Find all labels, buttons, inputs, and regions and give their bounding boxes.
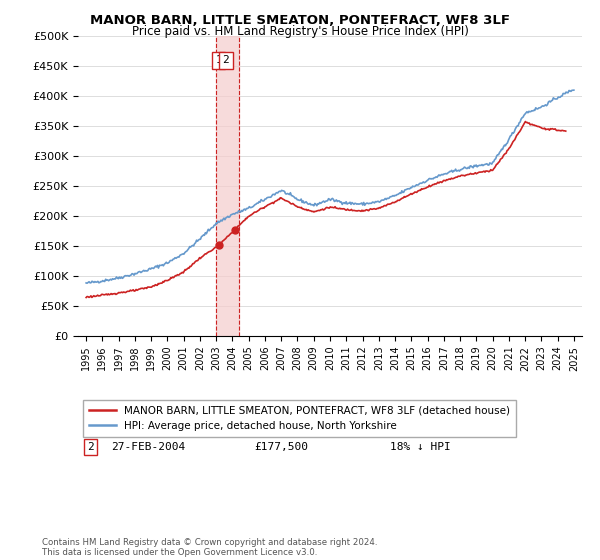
Text: 18% ↓ HPI: 18% ↓ HPI — [391, 442, 451, 452]
Text: 1: 1 — [215, 55, 222, 66]
Text: 2: 2 — [223, 55, 229, 66]
Text: Contains HM Land Registry data © Crown copyright and database right 2024.
This d: Contains HM Land Registry data © Crown c… — [42, 538, 377, 557]
Text: 19% ↓ HPI: 19% ↓ HPI — [391, 422, 451, 432]
Text: £151,150: £151,150 — [254, 422, 308, 432]
Text: 27-FEB-2004: 27-FEB-2004 — [111, 442, 185, 452]
Text: £177,500: £177,500 — [254, 442, 308, 452]
Text: MANOR BARN, LITTLE SMEATON, PONTEFRACT, WF8 3LF: MANOR BARN, LITTLE SMEATON, PONTEFRACT, … — [90, 14, 510, 27]
Bar — [216, 36, 239, 336]
Text: 1: 1 — [87, 422, 94, 432]
Legend: MANOR BARN, LITTLE SMEATON, PONTEFRACT, WF8 3LF (detached house), HPI: Average p: MANOR BARN, LITTLE SMEATON, PONTEFRACT, … — [83, 400, 516, 437]
Text: Price paid vs. HM Land Registry's House Price Index (HPI): Price paid vs. HM Land Registry's House … — [131, 25, 469, 38]
Text: 2: 2 — [87, 442, 94, 452]
Text: 28-FEB-2003: 28-FEB-2003 — [111, 422, 185, 432]
